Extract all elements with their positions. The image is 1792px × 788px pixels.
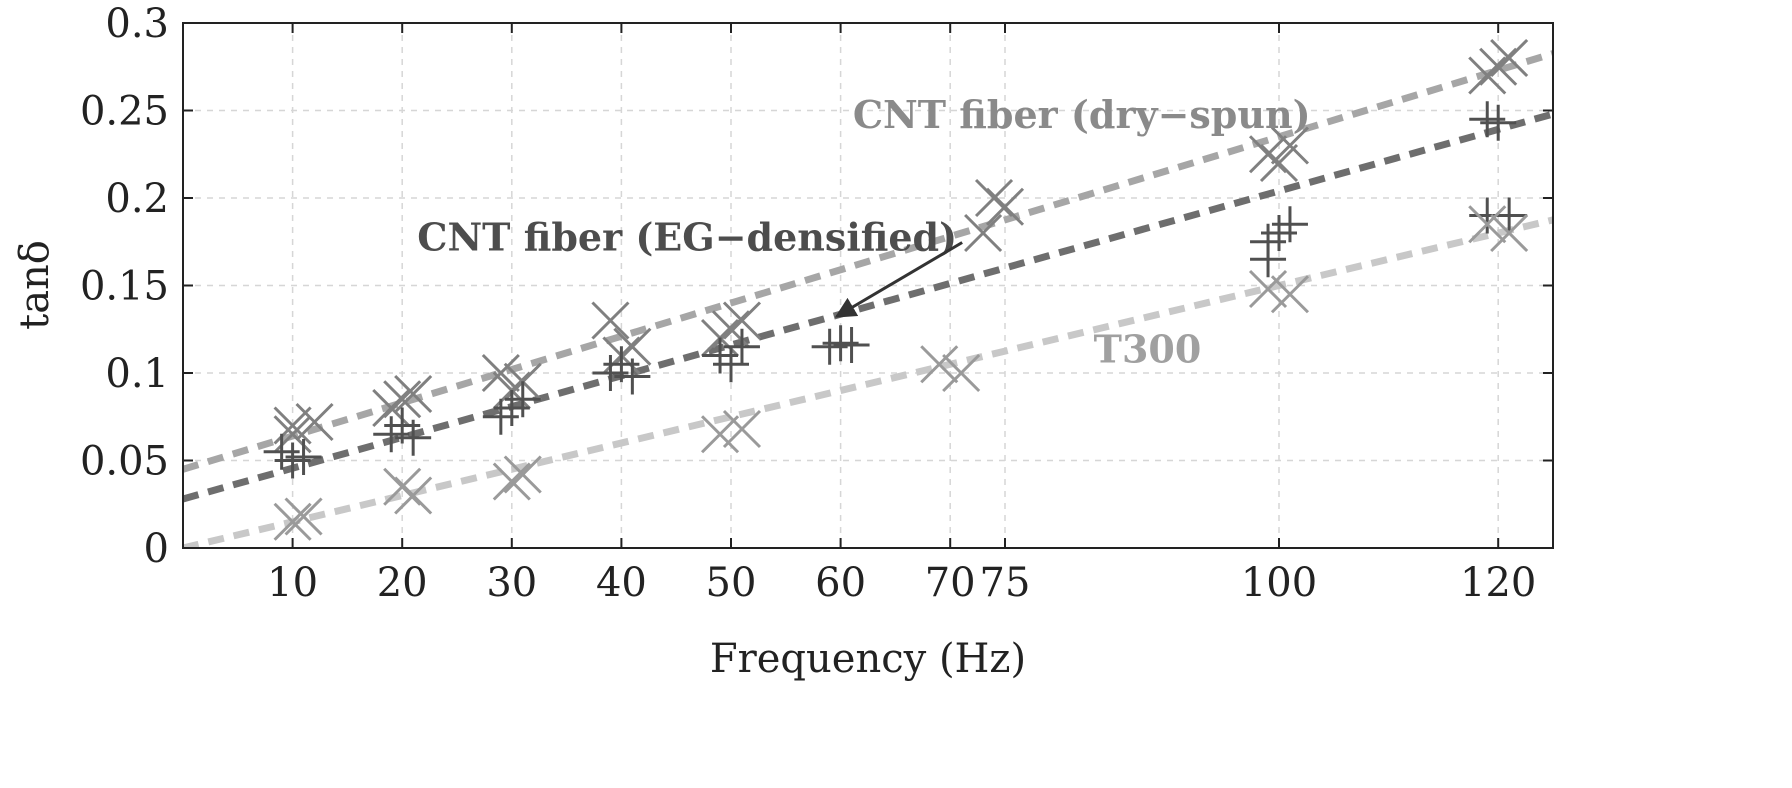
data-point-series-0 <box>481 353 520 393</box>
y-tick-label: 0.05 <box>80 439 169 485</box>
x-tick-label: 75 <box>980 560 1031 606</box>
data-point-series-0 <box>295 402 334 442</box>
x-tick-label: 60 <box>815 560 866 606</box>
x-tick-label: 10 <box>267 560 318 606</box>
y-tick-label: 0.1 <box>105 351 169 397</box>
data-point-series-2 <box>492 462 531 501</box>
data-points <box>263 38 1529 541</box>
data-point-series-1 <box>285 439 322 475</box>
x-tick-label: 40 <box>596 560 647 606</box>
data-point-series-0 <box>394 374 433 414</box>
data-point-series-0 <box>1259 143 1299 183</box>
data-point-series-1 <box>1469 197 1506 234</box>
series-label: CNT fiber (dry−spun) <box>853 92 1311 137</box>
data-point-series-1 <box>1261 215 1297 251</box>
data-point-series-1 <box>811 328 848 365</box>
x-tick-label: 70 <box>925 560 976 606</box>
y-tick-label: 0.2 <box>105 176 169 222</box>
y-tick-label: 0.25 <box>80 89 169 135</box>
data-point-series-2 <box>1468 205 1507 244</box>
data-point-series-0 <box>1490 38 1529 78</box>
y-tick-label: 0.15 <box>80 264 169 310</box>
data-point-series-1 <box>504 381 541 418</box>
grid <box>183 23 1553 548</box>
data-point-series-0 <box>383 380 422 419</box>
data-point-series-2 <box>383 467 422 506</box>
data-point-series-2 <box>942 353 981 393</box>
data-point-series-1 <box>833 327 870 363</box>
series-label: T300 <box>1094 327 1202 372</box>
data-point-series-2 <box>722 409 762 449</box>
data-point-series-2 <box>284 497 323 536</box>
data-point-series-1 <box>493 390 530 426</box>
data-point-series-2 <box>503 455 542 494</box>
data-point-series-1 <box>1480 104 1517 141</box>
data-point-series-0 <box>1270 126 1310 165</box>
data-point-series-0 <box>1468 56 1507 95</box>
data-point-series-2 <box>394 476 433 515</box>
data-point-series-2 <box>1270 275 1310 314</box>
data-point-series-0 <box>985 187 1025 226</box>
data-point-series-1 <box>1271 206 1308 243</box>
data-point-series-2 <box>920 345 959 384</box>
data-point-series-2 <box>273 502 312 541</box>
annotation-arrow <box>834 241 963 318</box>
annotations: CNT fiber (dry−spun) CNT fiber (EG−densif… <box>417 92 1310 372</box>
x-tick-label: 20 <box>377 560 428 606</box>
fit-line-series-1 <box>183 110 1553 503</box>
data-point-series-1 <box>723 328 760 365</box>
data-point-series-2 <box>1248 269 1288 309</box>
data-point-series-1 <box>822 325 859 362</box>
x-tick-label: 30 <box>486 560 537 606</box>
data-point-series-2 <box>1490 213 1529 253</box>
data-point-series-0 <box>1248 135 1288 174</box>
data-point-series-2 <box>700 415 740 454</box>
x-tick-label: 100 <box>1241 560 1317 606</box>
data-point-series-0 <box>591 301 630 340</box>
y-tick-label: 0 <box>144 526 169 572</box>
y-axis-title: tanδ <box>12 240 58 330</box>
fit-line-series-0 <box>183 50 1553 473</box>
data-point-series-0 <box>974 178 1014 218</box>
data-point-series-0 <box>1479 47 1518 86</box>
data-point-series-1 <box>395 419 432 456</box>
data-point-series-1 <box>702 337 739 374</box>
data-point-series-0 <box>964 213 1003 253</box>
series-label: CNT fiber (EG−densified) <box>417 215 957 260</box>
x-tick-label: 120 <box>1460 560 1536 606</box>
x-tick-label: 50 <box>706 560 757 606</box>
data-point-series-0 <box>722 301 762 340</box>
data-point-series-1 <box>614 358 651 395</box>
data-point-series-1 <box>1250 241 1287 278</box>
x-axis-title: Frequency (Hz) <box>710 636 1026 682</box>
y-tick-label: 0.3 <box>105 1 169 47</box>
axis-ticks: 10 20 30 40 50 60 70 75 100 120 0 0.05 0.1 0.15 0.2 0.2… <box>80 1 1553 606</box>
